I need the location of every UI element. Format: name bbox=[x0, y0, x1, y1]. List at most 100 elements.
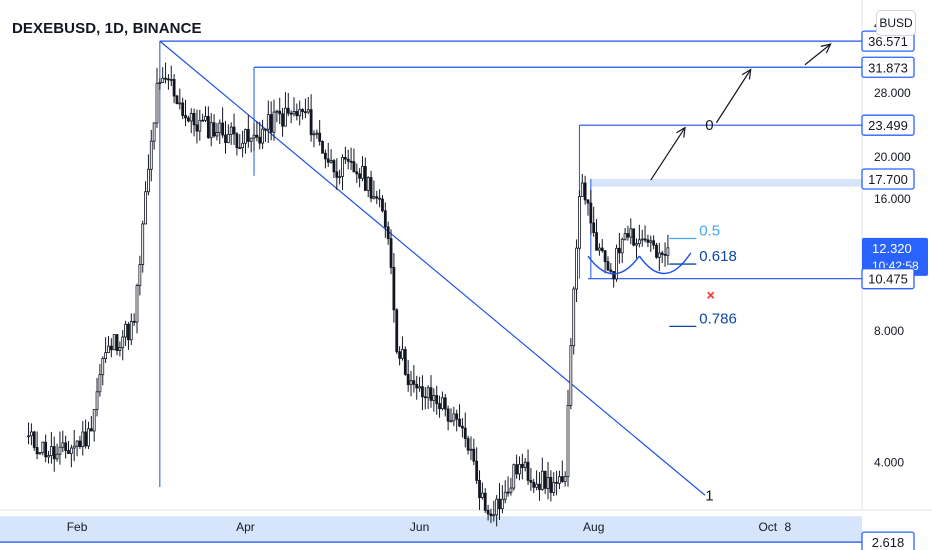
candle bbox=[52, 446, 56, 460]
candle bbox=[158, 82, 162, 84]
cup-arc-1 bbox=[638, 252, 692, 275]
candle bbox=[78, 440, 82, 448]
candle bbox=[460, 425, 464, 429]
candle bbox=[492, 514, 496, 517]
candle bbox=[244, 129, 247, 144]
candle bbox=[129, 320, 133, 341]
candle bbox=[480, 492, 484, 499]
candle bbox=[295, 111, 299, 117]
candle bbox=[89, 428, 93, 432]
candle bbox=[258, 136, 262, 144]
candle bbox=[67, 450, 70, 454]
candle bbox=[403, 349, 407, 375]
candle bbox=[41, 441, 45, 453]
price-label-box bbox=[861, 531, 915, 550]
candle bbox=[580, 182, 584, 197]
price-label-box bbox=[861, 56, 915, 78]
candle bbox=[409, 380, 413, 386]
candle bbox=[478, 480, 481, 499]
candle bbox=[629, 228, 633, 238]
candle bbox=[623, 233, 627, 240]
current-price-label: 12.320 bbox=[872, 241, 912, 256]
candle bbox=[643, 238, 647, 241]
fib-label-0: 0 bbox=[705, 117, 713, 134]
candle bbox=[509, 487, 513, 493]
candle bbox=[61, 442, 65, 448]
candle bbox=[212, 122, 216, 137]
candle bbox=[483, 492, 487, 511]
projection-arrow-2 bbox=[804, 43, 831, 66]
candle bbox=[386, 226, 390, 240]
projection-arrowhead-1 bbox=[741, 68, 752, 80]
candle bbox=[178, 102, 182, 105]
candle bbox=[112, 334, 116, 351]
candle bbox=[152, 122, 156, 142]
candle bbox=[549, 476, 553, 493]
candle bbox=[426, 387, 430, 399]
candle bbox=[98, 374, 102, 393]
candle bbox=[147, 168, 150, 193]
candle bbox=[660, 252, 664, 255]
candle bbox=[363, 165, 367, 191]
candle bbox=[649, 240, 653, 243]
candle bbox=[124, 323, 127, 338]
candle bbox=[75, 440, 79, 447]
candle bbox=[224, 134, 227, 144]
candle bbox=[292, 111, 296, 115]
candle bbox=[358, 173, 362, 179]
candle bbox=[512, 464, 516, 489]
candle bbox=[389, 238, 393, 268]
candle bbox=[272, 111, 276, 133]
candle bbox=[32, 431, 36, 448]
y-tick-label: 20.000 bbox=[874, 150, 911, 164]
candle bbox=[192, 113, 196, 126]
price-label: 10.475 bbox=[868, 272, 908, 287]
candle bbox=[383, 210, 387, 228]
candle bbox=[186, 117, 190, 122]
candle bbox=[155, 82, 159, 124]
fib-label-4: 1 bbox=[705, 487, 713, 504]
candle bbox=[346, 158, 350, 162]
candle bbox=[595, 232, 598, 251]
candle bbox=[127, 323, 130, 341]
projection-arrow-0 bbox=[650, 127, 686, 181]
candle bbox=[64, 442, 68, 451]
chart-title: DEXEBUSD, 1D, BINANCE bbox=[12, 20, 202, 37]
candle bbox=[184, 115, 187, 119]
candle bbox=[138, 264, 142, 286]
zone-1 bbox=[590, 179, 862, 187]
candle bbox=[115, 334, 119, 351]
candle bbox=[657, 252, 661, 258]
candle bbox=[289, 112, 293, 115]
fib-label-3: 0.786 bbox=[699, 310, 737, 327]
candle bbox=[495, 498, 499, 516]
candle bbox=[264, 128, 267, 131]
candle bbox=[569, 345, 573, 406]
candle bbox=[617, 247, 621, 254]
zone-0 bbox=[0, 516, 862, 543]
candle bbox=[312, 133, 316, 136]
price-label: 23.499 bbox=[868, 118, 908, 133]
candle bbox=[555, 481, 558, 484]
currency-button[interactable]: BUSD bbox=[876, 10, 916, 36]
candle bbox=[529, 479, 533, 483]
candle bbox=[640, 238, 644, 241]
candle bbox=[415, 383, 419, 389]
candle bbox=[229, 126, 233, 135]
candle bbox=[575, 247, 578, 290]
candle bbox=[423, 396, 427, 399]
stop-marker bbox=[707, 291, 715, 299]
candle bbox=[87, 428, 90, 447]
candle bbox=[284, 107, 287, 127]
candle bbox=[583, 182, 587, 201]
candle bbox=[606, 261, 610, 271]
cup-arc-0 bbox=[587, 255, 640, 275]
candle bbox=[592, 222, 596, 234]
x-tick-label: Jun bbox=[410, 520, 429, 534]
candle bbox=[349, 160, 353, 163]
candle bbox=[652, 240, 656, 246]
candle bbox=[261, 128, 264, 144]
candle bbox=[506, 491, 510, 494]
candle bbox=[663, 253, 667, 256]
